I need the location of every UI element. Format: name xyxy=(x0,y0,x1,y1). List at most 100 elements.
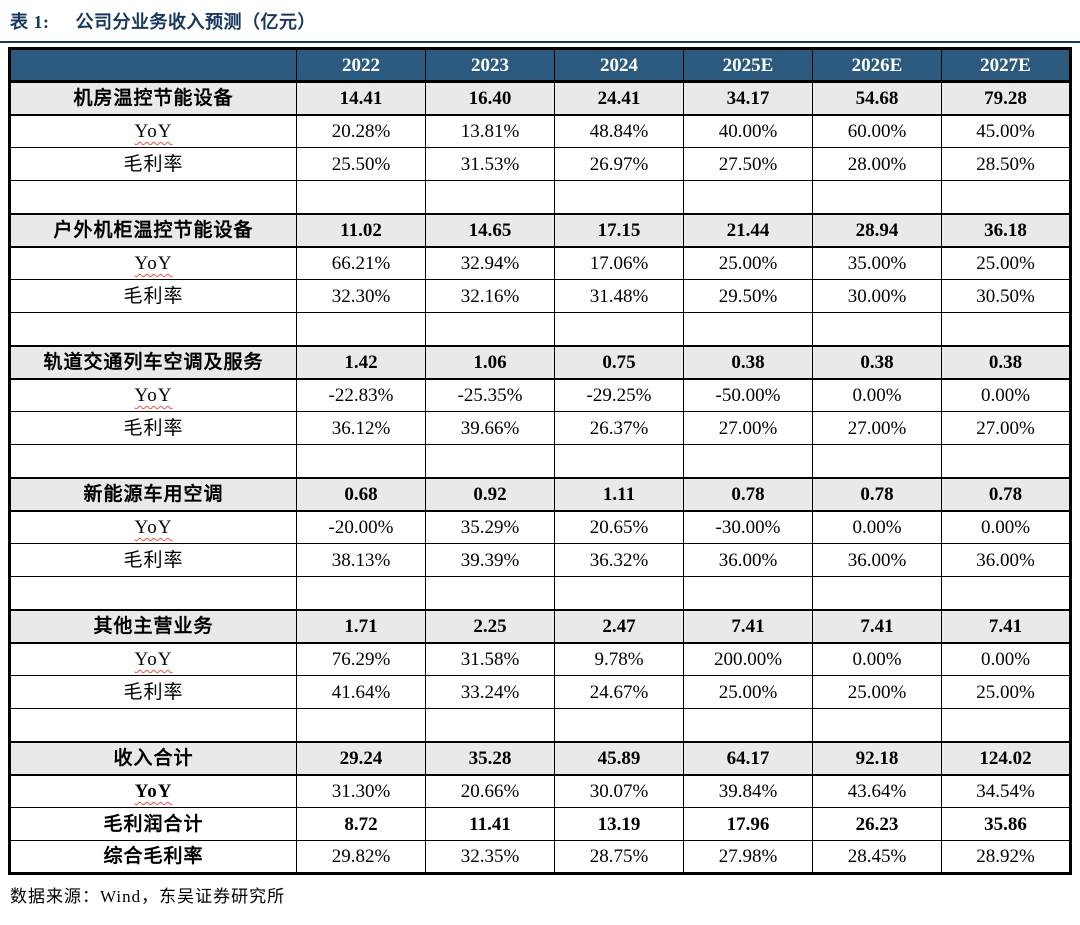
value-cell: 20.66% xyxy=(425,774,555,808)
table-row: 毛利润合计 8.72 11.41 13.19 17.96 26.23 35.86 xyxy=(9,807,1071,841)
row-label: 轨道交通列车空调及服务 xyxy=(9,344,297,380)
yoy-label: YoY xyxy=(134,780,173,802)
value-cell: 36.00% xyxy=(941,543,1071,577)
row-label: 毛利润合计 xyxy=(9,807,297,841)
value-cell: 7.41 xyxy=(812,608,942,644)
row-label: 毛利率 xyxy=(9,147,297,181)
value-cell xyxy=(812,708,942,742)
table-row: YoY 20.28% 13.81% 48.84% 40.00% 60.00% 45.00% xyxy=(9,114,1071,148)
spacer-row xyxy=(9,444,1071,478)
value-cell: 31.48% xyxy=(554,279,684,313)
header-cell-year: 2026E xyxy=(812,48,942,83)
value-cell: 17.96 xyxy=(683,807,813,841)
table-row: YoY 31.30% 20.66% 30.07% 39.84% 43.64% 34.54% xyxy=(9,774,1071,808)
value-cell: 27.00% xyxy=(941,411,1071,445)
row-label xyxy=(9,180,297,214)
value-cell xyxy=(941,312,1071,346)
value-cell: 36.32% xyxy=(554,543,684,577)
value-cell: 14.41 xyxy=(296,80,426,116)
value-cell: 43.64% xyxy=(812,774,942,808)
value-cell: 0.00% xyxy=(812,510,942,544)
table-row: 毛利率 32.30% 32.16% 31.48% 29.50% 30.00% 30.50% xyxy=(9,279,1071,313)
value-cell: 39.39% xyxy=(425,543,555,577)
value-cell: 30.00% xyxy=(812,279,942,313)
value-cell: 0.78 xyxy=(683,476,813,512)
value-cell: 29.82% xyxy=(296,840,426,874)
row-label: YoY xyxy=(9,774,297,808)
value-cell: 36.00% xyxy=(812,543,942,577)
value-cell xyxy=(296,576,426,610)
row-label: 新能源车用空调 xyxy=(9,476,297,512)
value-cell xyxy=(812,444,942,478)
value-cell: 17.06% xyxy=(554,246,684,280)
row-label: 毛利率 xyxy=(9,411,297,445)
value-cell xyxy=(554,708,684,742)
value-cell: 30.07% xyxy=(554,774,684,808)
value-cell: 25.00% xyxy=(812,675,942,709)
value-cell: 32.35% xyxy=(425,840,555,874)
header-cell-year: 2024 xyxy=(554,48,684,83)
value-cell: 36.00% xyxy=(683,543,813,577)
value-cell: 0.68 xyxy=(296,476,426,512)
value-cell: 21.44 xyxy=(683,212,813,248)
value-cell: 17.15 xyxy=(554,212,684,248)
value-cell xyxy=(683,180,813,214)
table-row: 毛利率 38.13% 39.39% 36.32% 36.00% 36.00% 36.00% xyxy=(9,543,1071,577)
value-cell: 25.00% xyxy=(941,246,1071,280)
value-cell xyxy=(554,312,684,346)
value-cell: 32.16% xyxy=(425,279,555,313)
data-source-note: 数据来源：Wind，东吴证券研究所 xyxy=(10,887,286,906)
value-cell xyxy=(683,312,813,346)
value-cell: 27.00% xyxy=(812,411,942,445)
value-cell: 13.19 xyxy=(554,807,684,841)
table-header: 2022 2023 2024 2025E 2026E 2027E xyxy=(9,48,1071,83)
value-cell xyxy=(425,576,555,610)
value-cell: 1.42 xyxy=(296,344,426,380)
value-cell xyxy=(941,444,1071,478)
value-cell xyxy=(812,576,942,610)
value-cell: 28.94 xyxy=(812,212,942,248)
value-cell: -20.00% xyxy=(296,510,426,544)
table-row: 收入合计 29.24 35.28 45.89 64.17 92.18 124.02 xyxy=(9,740,1071,776)
value-cell: 45.00% xyxy=(941,114,1071,148)
value-cell: 64.17 xyxy=(683,740,813,776)
value-cell: 7.41 xyxy=(683,608,813,644)
value-cell xyxy=(554,576,684,610)
yoy-label: YoY xyxy=(134,120,173,142)
value-cell xyxy=(812,312,942,346)
value-cell: 25.50% xyxy=(296,147,426,181)
header-row: 2022 2023 2024 2025E 2026E 2027E xyxy=(9,48,1071,83)
value-cell: 29.24 xyxy=(296,740,426,776)
row-label xyxy=(9,312,297,346)
value-cell: 41.64% xyxy=(296,675,426,709)
value-cell: 7.41 xyxy=(941,608,1071,644)
table-row: YoY -20.00% 35.29% 20.65% -30.00% 0.00% 0.00% xyxy=(9,510,1071,544)
value-cell: 39.84% xyxy=(683,774,813,808)
value-cell: -30.00% xyxy=(683,510,813,544)
row-label xyxy=(9,444,297,478)
value-cell: 24.67% xyxy=(554,675,684,709)
value-cell: 0.00% xyxy=(941,378,1071,412)
value-cell: 29.50% xyxy=(683,279,813,313)
yoy-label: YoY xyxy=(134,252,173,274)
value-cell: 1.71 xyxy=(296,608,426,644)
value-cell: 124.02 xyxy=(941,740,1071,776)
value-cell: 34.54% xyxy=(941,774,1071,808)
value-cell: 28.50% xyxy=(941,147,1071,181)
spacer-row xyxy=(9,180,1071,214)
yoy-label: YoY xyxy=(134,384,173,406)
table-row: 毛利率 36.12% 39.66% 26.37% 27.00% 27.00% 27.00% xyxy=(9,411,1071,445)
table-number-label: 表 1: xyxy=(10,12,50,32)
yoy-label: YoY xyxy=(134,516,173,538)
row-label: 综合毛利率 xyxy=(9,840,297,874)
row-label: 机房温控节能设备 xyxy=(9,80,297,116)
table-row: YoY 66.21% 32.94% 17.06% 25.00% 35.00% 25.00% xyxy=(9,246,1071,280)
value-cell: 14.65 xyxy=(425,212,555,248)
header-cell-year: 2022 xyxy=(296,48,426,83)
value-cell: 35.29% xyxy=(425,510,555,544)
value-cell xyxy=(941,576,1071,610)
table-row: 毛利率 41.64% 33.24% 24.67% 25.00% 25.00% 25.00% xyxy=(9,675,1071,709)
yoy-label: YoY xyxy=(134,648,173,670)
value-cell xyxy=(683,576,813,610)
table-row: 综合毛利率 29.82% 32.35% 28.75% 27.98% 28.45% 28.92… xyxy=(9,840,1071,874)
